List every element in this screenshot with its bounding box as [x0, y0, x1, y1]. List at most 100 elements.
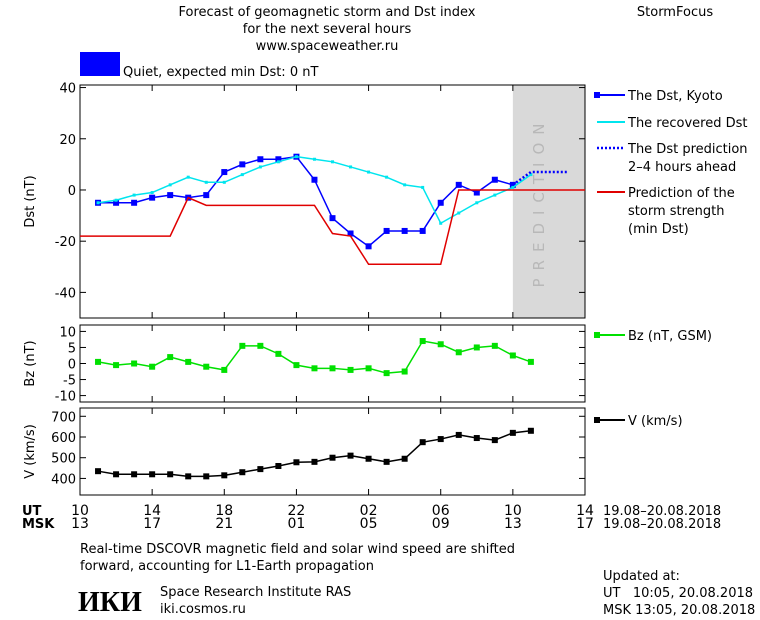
point — [439, 221, 443, 225]
point — [257, 342, 264, 349]
point — [221, 366, 228, 373]
point — [221, 472, 228, 479]
x-tick-label-msk: 13 — [504, 516, 522, 532]
y-tick-label: -20 — [55, 235, 76, 250]
point — [131, 199, 138, 206]
point — [383, 370, 390, 377]
y-tick-label: 400 — [51, 472, 76, 487]
point — [527, 358, 534, 365]
point — [473, 189, 480, 196]
y-tick-label: 0 — [68, 358, 76, 373]
point — [203, 192, 210, 199]
point — [257, 466, 264, 473]
updated-title: Updated at: — [603, 569, 680, 584]
point — [275, 350, 282, 357]
x-row-name: UT — [22, 504, 42, 519]
point — [239, 342, 246, 349]
series-line — [80, 189, 585, 265]
point — [419, 338, 426, 345]
point — [149, 471, 156, 478]
point — [403, 183, 407, 187]
prediction-label: PREDICTION — [530, 115, 548, 287]
point — [473, 344, 480, 351]
point — [113, 362, 120, 369]
plot-frame — [79, 84, 586, 319]
x-tick-label-msk: 17 — [143, 516, 161, 532]
y-tick-label: 0 — [68, 184, 76, 199]
legend-label: Bz (nT, GSM) — [628, 329, 712, 344]
point — [240, 173, 244, 177]
x-tick-label-msk: 17 — [576, 516, 594, 532]
point — [221, 169, 228, 176]
point — [167, 354, 174, 361]
point — [419, 439, 426, 446]
updated-msk: MSK 13:05, 20.08.2018 — [603, 603, 755, 618]
point — [475, 201, 479, 205]
note: Real-time DSCOVR magnetic field and sola… — [80, 542, 515, 557]
point — [203, 363, 210, 370]
y-tick-label: 600 — [51, 431, 76, 446]
x-tick-label: 18 — [215, 503, 233, 519]
point — [383, 227, 390, 234]
x-tick-label-msk: 05 — [360, 516, 378, 532]
point — [311, 458, 318, 465]
point — [257, 156, 264, 163]
point — [239, 469, 246, 476]
point — [509, 429, 516, 436]
point — [131, 360, 138, 367]
legend-label: Prediction of the storm strength (min Dst) — [628, 186, 735, 237]
point — [385, 175, 389, 179]
quiet-label: Quiet, expected min Dst: 0 nT — [123, 65, 318, 80]
point — [473, 435, 480, 442]
point — [131, 471, 138, 478]
x-tick-label-msk: 09 — [432, 516, 450, 532]
point — [239, 161, 246, 168]
legend-label: The Dst, Kyoto — [627, 89, 723, 104]
point — [329, 215, 336, 222]
point — [329, 365, 336, 372]
title: Forecast of geomagnetic storm and Dst in… — [178, 5, 475, 20]
point — [186, 175, 190, 179]
point — [437, 199, 444, 206]
legend-marker — [594, 92, 600, 98]
x-tick-label: 06 — [432, 503, 450, 519]
point — [457, 211, 461, 215]
point — [347, 230, 354, 237]
point — [367, 170, 371, 174]
point — [168, 183, 172, 187]
point — [149, 194, 156, 201]
brand: StormFocus — [637, 5, 713, 20]
point — [493, 193, 497, 197]
point — [491, 437, 498, 444]
title: for the next several hours — [243, 22, 412, 37]
institute: Space Research Institute RAS — [160, 585, 351, 600]
point — [150, 191, 154, 195]
point — [529, 173, 533, 177]
x-tick-label: 10 — [71, 503, 89, 519]
note: forward, accounting for L1-Earth propaga… — [80, 559, 374, 574]
point — [203, 473, 210, 480]
y-tick-label: 10 — [59, 325, 76, 340]
y-tick-label: -5 — [63, 374, 76, 389]
point — [401, 455, 408, 462]
point — [275, 463, 282, 469]
point — [527, 427, 534, 434]
point — [113, 199, 120, 206]
point — [311, 176, 318, 183]
point — [347, 452, 354, 459]
x-row-name: MSK — [22, 517, 55, 532]
y-axis-label: Bz (nT) — [23, 340, 38, 386]
point — [401, 368, 408, 375]
logo: ИКИ — [78, 587, 142, 618]
legend-label: V (km/s) — [628, 414, 683, 429]
point — [419, 227, 426, 234]
y-tick-label: 500 — [51, 452, 76, 467]
point — [275, 156, 282, 163]
point — [293, 362, 300, 369]
legend-marker — [594, 417, 600, 423]
point — [96, 201, 100, 205]
y-tick-label: 20 — [59, 133, 76, 148]
series-line — [98, 155, 514, 248]
x-tick-label: 02 — [360, 503, 378, 519]
